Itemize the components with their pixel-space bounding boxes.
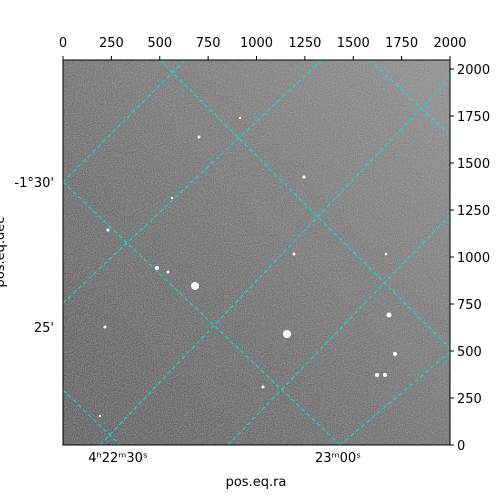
y-tick-label: 1750 <box>457 110 490 125</box>
y-tick-label: 500 <box>457 345 482 360</box>
y-tick-label: 1500 <box>457 157 490 172</box>
x-tick-label: 500 <box>147 36 172 51</box>
x-tick-label: 750 <box>196 36 221 51</box>
x-axis-label: pos.eq.ra <box>226 475 287 490</box>
y-tick-label: 0 <box>457 439 465 454</box>
x-tick-label: 1500 <box>337 36 370 51</box>
dec-tick-label: 25' <box>34 321 54 336</box>
x-tick-label: 250 <box>99 36 124 51</box>
x-tick-label: 1750 <box>385 36 418 51</box>
y-tick-label: 250 <box>457 392 482 407</box>
y-axis-label: pos.eq.dec <box>0 217 8 288</box>
x-tick-label: 2000 <box>433 36 466 51</box>
y-tick-label: 1250 <box>457 204 490 219</box>
y-tick-label: 750 <box>457 298 482 313</box>
x-tick-label: 1250 <box>288 36 321 51</box>
x-tick-label: 0 <box>59 36 67 51</box>
y-tick-label: 2000 <box>457 63 490 78</box>
ra-tick-label: 23ᵐ00ˢ <box>315 451 361 466</box>
dec-tick-label: -1°30' <box>14 176 54 191</box>
y-tick-label: 1000 <box>457 251 490 266</box>
sky-image <box>63 60 450 445</box>
ra-tick-label: 4ʰ22ᵐ30ˢ <box>88 451 148 466</box>
x-tick-label: 1000 <box>240 36 273 51</box>
coordinate-grid <box>63 60 450 445</box>
